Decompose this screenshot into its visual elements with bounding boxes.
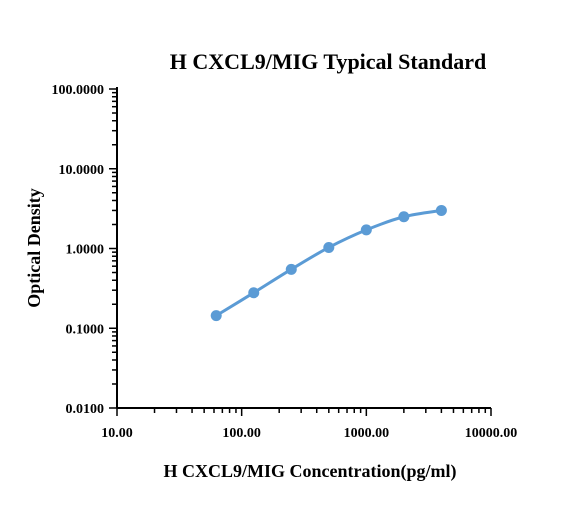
y-axis-label: Optical Density <box>24 188 44 308</box>
y-tick-label: 0.1000 <box>66 322 105 337</box>
series-curve <box>215 208 442 317</box>
y-tick-label: 0.0100 <box>66 402 105 417</box>
y-tick-label: 10.0000 <box>59 163 105 178</box>
data-point <box>210 310 222 322</box>
x-tick-label: 1000.00 <box>344 426 390 441</box>
data-point <box>285 263 297 275</box>
x-tick-label: 10000.00 <box>465 426 518 441</box>
x-tick-label: 100.00 <box>222 426 261 441</box>
x-axis-label: H CXCL9/MIG Concentration(pg/ml) <box>164 461 457 482</box>
x-tick-label: 10.00 <box>101 426 133 441</box>
data-point <box>323 241 335 253</box>
y-tick-label: 100.0000 <box>52 83 105 98</box>
data-point <box>248 287 260 299</box>
chart-title: H CXCL9/MIG Typical Standard <box>170 49 486 74</box>
plot-area: 10.00 100.00 1000.00 10000.00 0.0100 0.1000 1.… <box>52 83 518 441</box>
data-point <box>360 224 372 236</box>
data-point <box>435 204 447 216</box>
y-tick-label: 1.0000 <box>66 243 105 258</box>
data-point <box>398 211 410 223</box>
